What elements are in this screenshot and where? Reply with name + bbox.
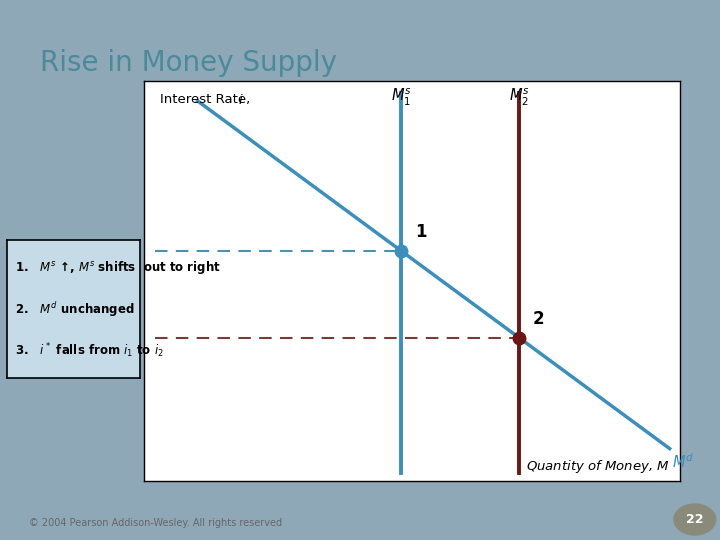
Text: $M^d$: $M^d$ <box>672 453 695 471</box>
Text: Interest Rate,: Interest Rate, <box>160 93 255 106</box>
Text: Rise in Money Supply: Rise in Money Supply <box>40 49 337 77</box>
Text: Quantity of Money, $M$: Quantity of Money, $M$ <box>526 457 670 475</box>
Text: $M^s_1$: $M^s_1$ <box>391 87 412 108</box>
Text: © 2004 Pearson Addison-Wesley. All rights reserved: © 2004 Pearson Addison-Wesley. All right… <box>29 518 282 528</box>
Text: $i_2$: $i_2$ <box>119 329 130 347</box>
Text: $M^s_2$: $M^s_2$ <box>509 87 530 108</box>
Text: 2: 2 <box>533 310 544 328</box>
Text: $i$: $i$ <box>238 93 243 107</box>
Text: 3.   $\mathit{i^*}$ falls from $\mathit{i_1}$ to $\mathit{i_2}$: 3. $\mathit{i^*}$ falls from $\mathit{i_… <box>15 341 164 360</box>
Text: 1: 1 <box>415 223 426 241</box>
Text: $i_1$: $i_1$ <box>119 242 130 260</box>
Text: 2.   $\mathit{M^d}$ unchanged: 2. $\mathit{M^d}$ unchanged <box>15 300 135 319</box>
Text: 1.   $\mathit{M^s}$ ↑, $\mathit{M^s}$ shifts  out to right: 1. $\mathit{M^s}$ ↑, $\mathit{M^s}$ shif… <box>15 259 221 276</box>
Text: 22: 22 <box>686 513 703 526</box>
